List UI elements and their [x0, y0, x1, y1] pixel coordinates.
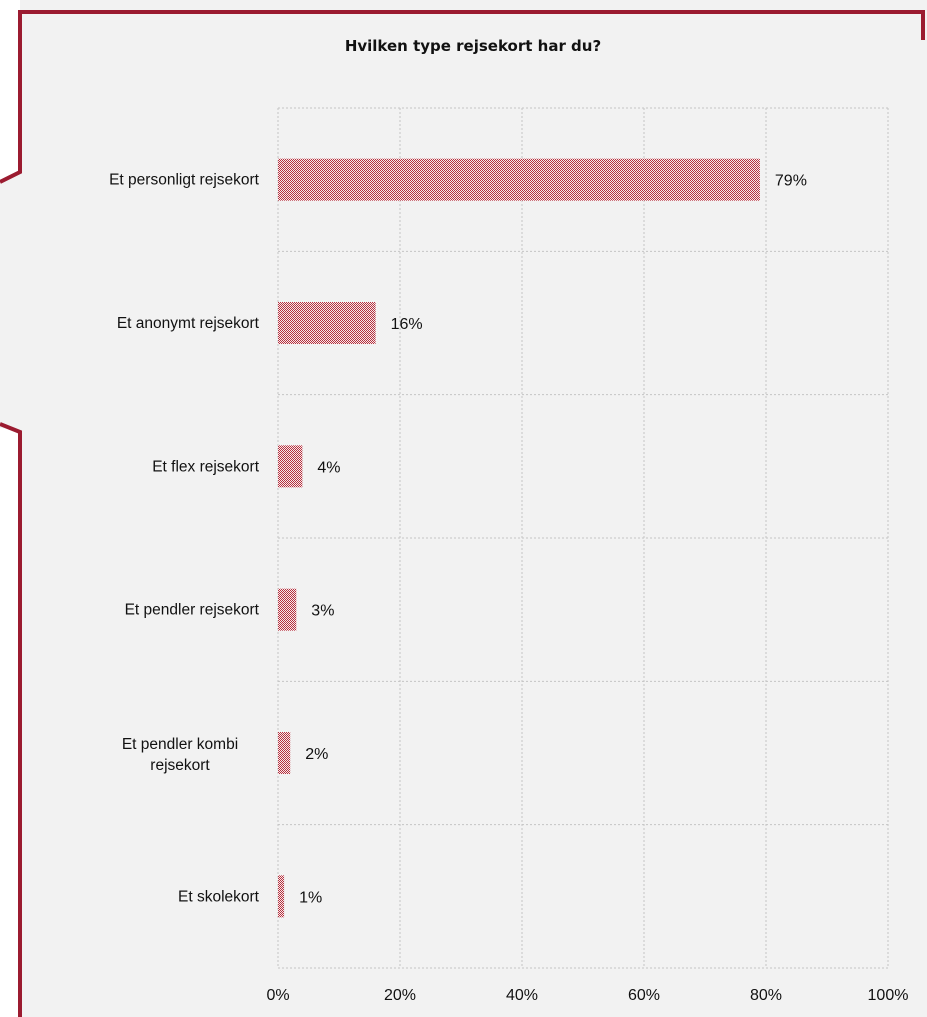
bar: [278, 875, 285, 918]
data-label: 3%: [311, 603, 334, 620]
data-label: 16%: [391, 316, 423, 333]
category-label: Et flex rejsekort: [152, 458, 260, 475]
chart-title: Hvilken type rejsekort har du?: [345, 37, 601, 55]
gridlines: [277, 107, 889, 969]
bar: [278, 588, 297, 631]
bar: [278, 445, 303, 488]
x-tick-label: 0%: [266, 987, 289, 1004]
bar: [278, 302, 376, 344]
data-label: 2%: [305, 746, 328, 763]
bar: [278, 158, 760, 201]
x-tick-label: 40%: [506, 987, 538, 1004]
data-label: 1%: [299, 889, 322, 906]
category-label: Et skolekort: [178, 888, 260, 905]
category-label: Et personligt rejsekort: [109, 172, 260, 189]
category-label: Et pendler rejsekort: [125, 602, 260, 619]
data-labels: 79% 16% 4% 3% 2% 1%: [299, 173, 807, 907]
category-label: Et pendler kombi rejsekort: [122, 736, 238, 774]
frame-border-line-lower: [0, 422, 22, 1017]
data-label: 79%: [775, 173, 807, 190]
category-label: Et anonymt rejsekort: [117, 315, 260, 332]
bars: [278, 158, 760, 918]
x-tick-label: 80%: [750, 987, 782, 1004]
x-tick-label: 60%: [628, 987, 660, 1004]
x-axis-ticks: 0% 20% 40% 60% 80% 100%: [266, 987, 908, 1004]
bar: [278, 732, 291, 774]
category-labels: Et personligt rejsekort Et anonymt rejsek…: [109, 172, 260, 906]
x-tick-label: 20%: [384, 987, 416, 1004]
frame-border-line: [0, 10, 925, 184]
data-label: 4%: [317, 459, 340, 476]
x-tick-label: 100%: [868, 987, 909, 1004]
